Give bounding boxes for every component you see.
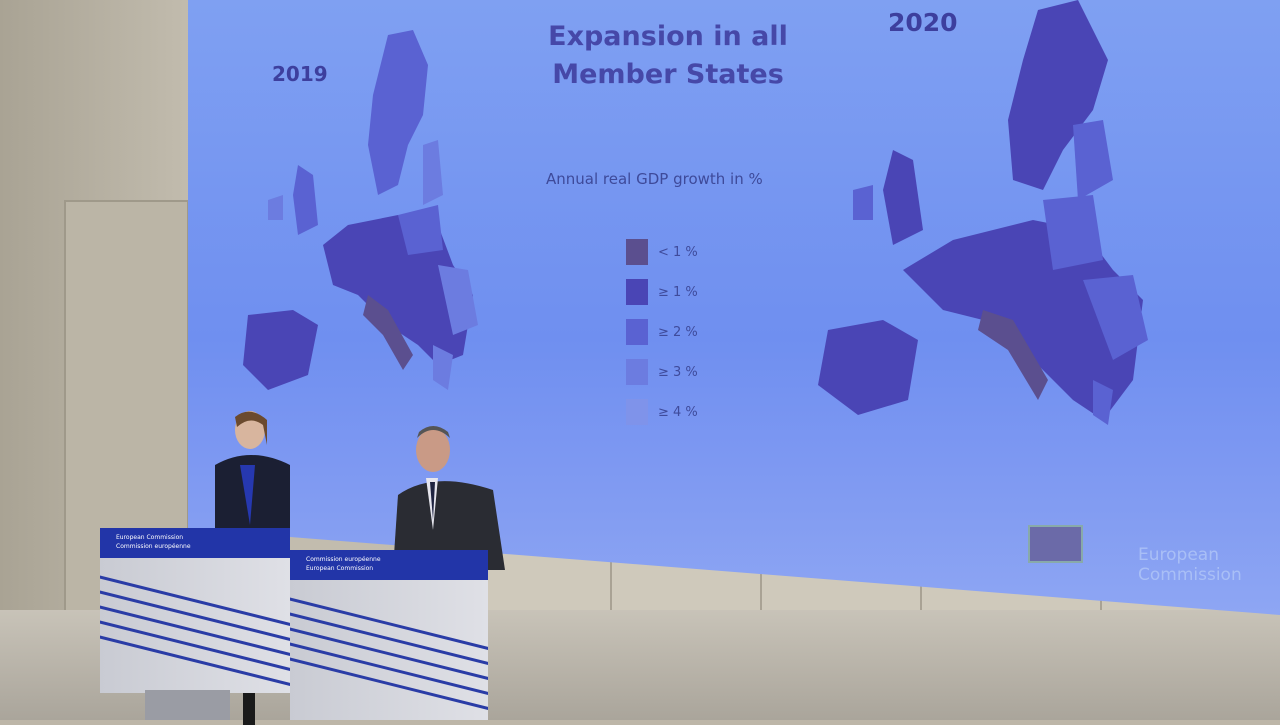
podium-sign: European Commission Commission européenne: [116, 534, 191, 550]
legend: < 1 % ≥ 1 % ≥ 2 % ≥ 3 % ≥ 4 %: [626, 232, 698, 432]
europe-map-2019: [243, 30, 478, 390]
legend-item: ≥ 4 %: [626, 392, 698, 432]
year-2019-label: 2019: [272, 62, 328, 86]
slide-title: Expansion in all Member States: [548, 21, 788, 90]
podium-left-base: [145, 690, 230, 720]
speaker-woman: [215, 411, 290, 725]
legend-label: ≥ 3 %: [658, 364, 698, 380]
podium-right: Commission européenne European Commission: [290, 550, 488, 720]
europe-map-2020: [818, 0, 1148, 425]
legend-item: < 1 %: [626, 232, 698, 272]
podium-sign: Commission européenne European Commission: [306, 556, 381, 572]
projection-screen: Expansion in all Member States 2019 2020…: [188, 0, 1280, 615]
podium-left: European Commission Commission européenne: [100, 528, 290, 693]
legend-label: ≥ 1 %: [658, 284, 698, 300]
speaker-man: [393, 426, 505, 570]
legend-item: ≥ 2 %: [626, 312, 698, 352]
european-commission-branding: European Commission: [1138, 545, 1242, 585]
legend-label: < 1 %: [658, 244, 698, 260]
year-2020-label: 2020: [888, 8, 958, 37]
legend-item: ≥ 3 %: [626, 352, 698, 392]
legend-item: ≥ 1 %: [626, 272, 698, 312]
eu-flag-logo: [1028, 525, 1083, 563]
slide-subtitle: Annual real GDP growth in %: [546, 170, 763, 188]
legend-label: ≥ 4 %: [658, 404, 698, 420]
legend-label: ≥ 2 %: [658, 324, 698, 340]
